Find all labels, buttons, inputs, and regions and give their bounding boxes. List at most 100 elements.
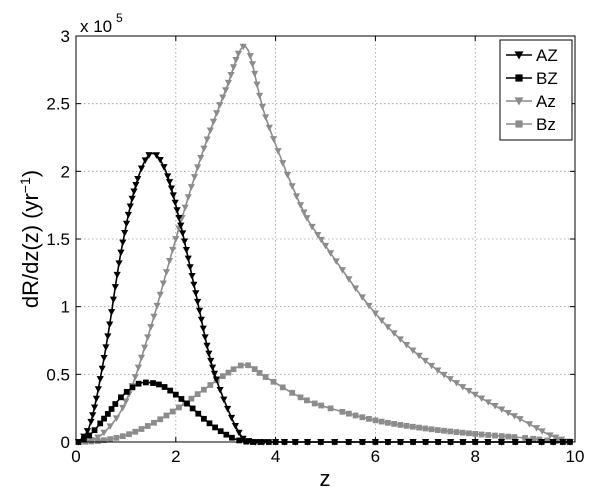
data-point [141,157,149,164]
legend-label: Az [536,92,556,111]
data-point [163,412,170,419]
data-point [366,416,372,422]
data-point [199,325,207,333]
y-tick-label: 1.5 [46,230,70,249]
data-point [251,366,258,372]
data-point [108,406,115,412]
data-point [217,428,224,435]
data-point [297,394,304,401]
data-point [182,246,191,254]
data-point [434,367,442,374]
data-point [317,236,325,244]
data-point [227,414,236,422]
data-point [384,419,391,426]
data-point [232,56,240,64]
y-tick-label: 1 [61,298,70,317]
data-point [532,425,541,432]
legend-marker [514,97,524,106]
data-point [484,399,492,406]
data-point [159,280,167,288]
data-point [279,384,286,391]
data-point [220,396,228,404]
data-point [162,269,171,276]
data-point [491,402,499,410]
data-point [478,395,486,403]
data-point [227,72,235,79]
data-point [188,273,196,280]
data-point [130,188,138,195]
data-point [279,160,287,167]
x-tick-label: 4 [271,447,280,466]
data-point [190,174,199,181]
data-point [119,239,127,247]
y-axis-label-sup: −1 [17,177,33,193]
data-point [485,432,492,438]
data-point [262,114,270,121]
data-point [258,103,267,111]
legend-marker [514,51,524,60]
data-point [180,238,189,246]
data-point [86,432,93,439]
data-point [231,423,240,430]
data-point [209,364,217,372]
data-point [194,164,202,171]
data-point [265,124,273,132]
data-point [403,422,410,429]
data-point [492,432,498,439]
data-point [390,330,398,337]
data-point [112,401,119,407]
data-point [169,192,177,199]
data-point [106,423,114,430]
data-point [124,211,132,219]
data-point [100,429,108,437]
data-point [346,410,352,417]
data-point [80,436,87,442]
data-point [138,426,145,432]
data-point [165,257,174,265]
data-point [372,417,379,424]
data-point [189,405,196,412]
data-point [121,229,129,237]
data-point [156,157,164,164]
y-tick-label: 3 [61,27,70,46]
data-point [109,296,118,304]
data-point [195,307,204,315]
data-point [427,362,436,370]
data-point [156,381,162,388]
data-point [303,215,311,222]
data-point [101,437,107,444]
data-point [371,310,379,318]
data-point [177,222,185,230]
data-point [167,185,176,192]
data-point [112,415,121,422]
data-point [546,432,554,439]
data-point [351,285,360,292]
data-point [151,419,157,426]
data-point [289,389,296,396]
data-point [161,384,168,390]
ticks: 0 2 4 6 8 10 0 0.5 1 1.5 2 2.5 3 [46,27,584,466]
x-tick-label: 2 [171,447,180,466]
data-point [197,154,205,162]
data-point [213,110,221,117]
data-point [104,411,111,417]
data-point [314,231,322,239]
data-point [409,347,417,354]
y-tick-label: 2.5 [46,95,70,114]
data-point [122,398,130,405]
data-point [107,436,114,443]
data-point [544,437,551,444]
data-point [101,415,107,422]
y-tick-label: 0 [61,433,70,452]
data-point [167,387,174,394]
data-point [134,176,142,183]
legend-marker [515,120,523,128]
data-point [117,249,125,257]
data-point [173,207,181,214]
data-point [318,402,325,409]
data-point [230,366,237,373]
data-point [107,309,116,316]
data-point [292,193,301,200]
data-point [178,396,185,402]
data-point [169,246,177,254]
